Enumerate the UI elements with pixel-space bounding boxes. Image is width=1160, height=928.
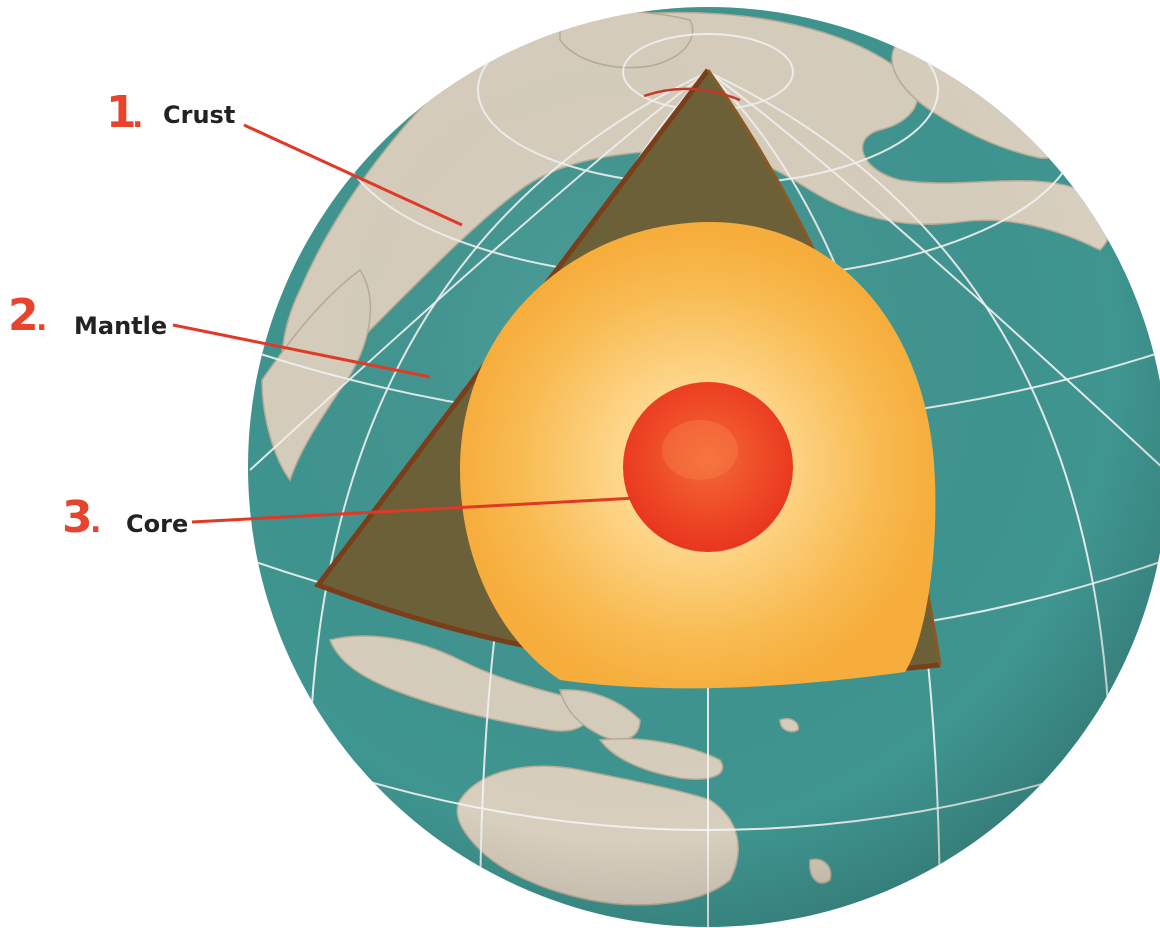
leader-line-crust: [243, 123, 463, 227]
label-core: 3 . Core: [62, 492, 638, 543]
crust-cap: [643, 87, 741, 102]
inner-core-layer: [623, 382, 793, 552]
label-crust-text: Crust: [163, 101, 235, 129]
label-core-number: 3: [62, 492, 93, 543]
label-core-dot: .: [90, 505, 101, 540]
label-crust-number: 1: [106, 87, 137, 138]
leader-line-mantle: [172, 323, 431, 379]
cutaway: [313, 68, 942, 689]
label-mantle-dot: .: [36, 303, 47, 338]
label-crust: 1 . Crust: [106, 87, 463, 227]
leader-line-core: [191, 496, 638, 524]
label-mantle: 2 . Mantle: [8, 290, 431, 379]
label-core-text: Core: [126, 510, 188, 538]
labels: 1 . Crust 2 . Mantle 3 . Core: [8, 87, 638, 543]
label-crust-dot: .: [132, 100, 143, 135]
inner-core-highlight: [662, 420, 738, 480]
label-mantle-number: 2: [8, 290, 39, 341]
label-mantle-text: Mantle: [74, 312, 167, 340]
